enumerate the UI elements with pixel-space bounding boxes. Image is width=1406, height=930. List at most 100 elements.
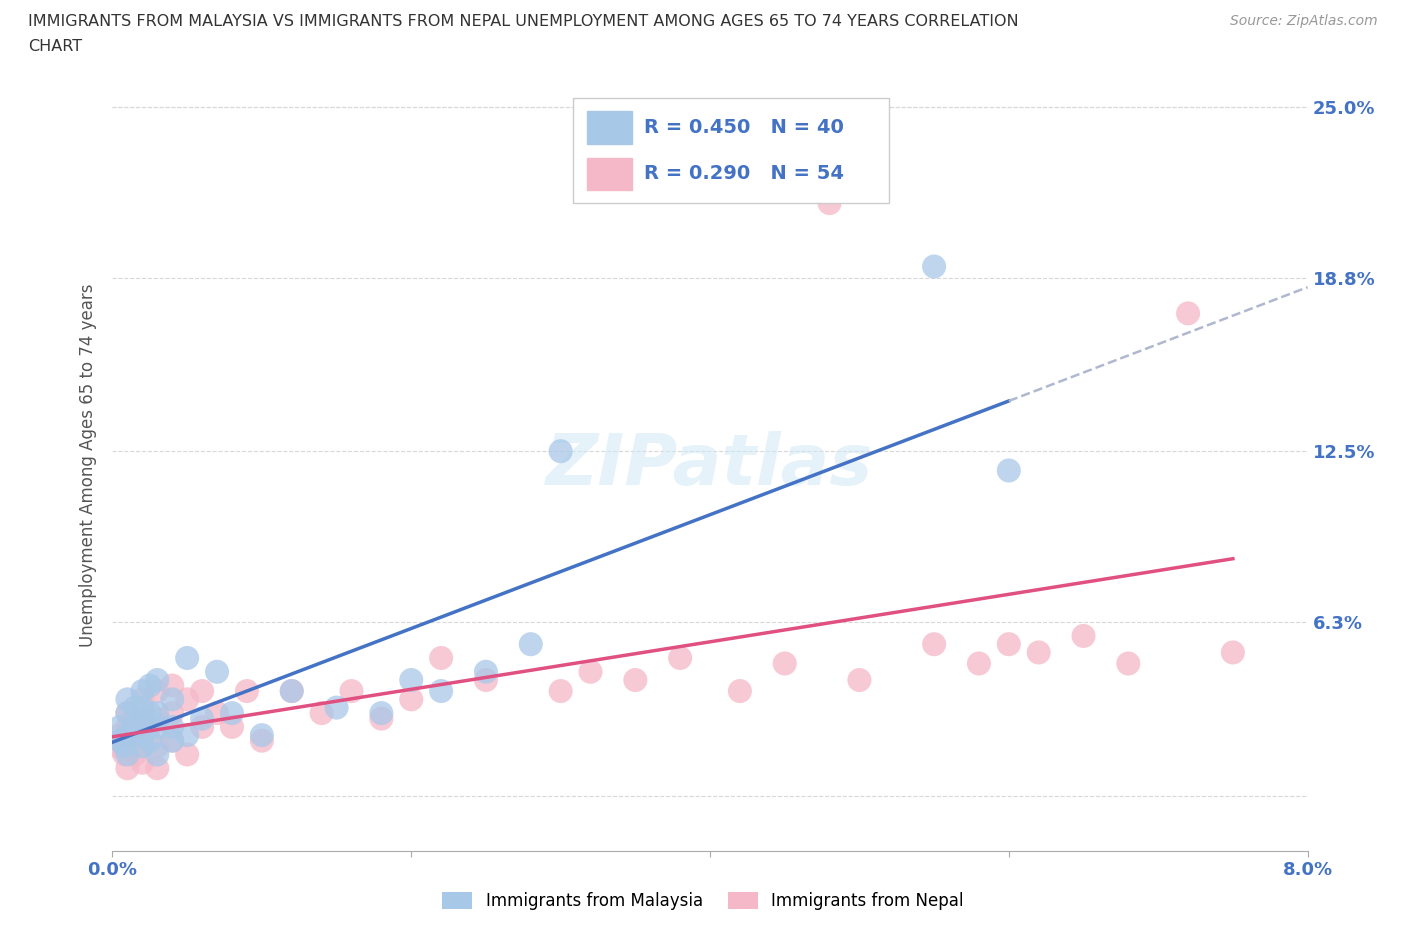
Point <box>139 733 162 748</box>
Text: CHART: CHART <box>28 39 82 54</box>
Point <box>131 692 153 707</box>
Point <box>250 727 273 742</box>
Point <box>117 706 139 721</box>
Point <box>162 706 183 721</box>
Point <box>550 444 572 458</box>
Point <box>176 692 198 707</box>
Point <box>773 656 796 671</box>
Point <box>162 733 183 748</box>
Point <box>1028 645 1050 660</box>
Legend: Immigrants from Malaysia, Immigrants from Nepal: Immigrants from Malaysia, Immigrants fro… <box>436 885 970 917</box>
Point <box>139 706 162 721</box>
Text: R = 0.450   N = 40: R = 0.450 N = 40 <box>644 118 844 138</box>
Point <box>146 672 169 687</box>
Point <box>579 664 602 679</box>
Point <box>117 706 139 721</box>
Point <box>131 711 153 726</box>
Point <box>550 684 572 698</box>
Point <box>124 711 146 726</box>
Point <box>131 738 153 753</box>
Point <box>131 738 153 753</box>
Point <box>475 664 498 679</box>
Point <box>108 727 131 742</box>
Point <box>162 720 183 735</box>
Point <box>1073 629 1095 644</box>
Point <box>430 651 453 666</box>
Point <box>998 463 1021 478</box>
Point <box>146 684 169 698</box>
Point <box>1177 306 1199 321</box>
Point <box>191 720 214 735</box>
Point <box>728 684 751 698</box>
Point <box>205 706 228 721</box>
Point <box>430 684 453 698</box>
Point <box>221 706 243 721</box>
Point <box>108 733 131 748</box>
Point <box>401 672 423 687</box>
Point <box>131 755 153 770</box>
Point <box>998 637 1021 652</box>
Point <box>176 651 198 666</box>
Text: Source: ZipAtlas.com: Source: ZipAtlas.com <box>1230 14 1378 28</box>
Point <box>340 684 363 698</box>
Point <box>131 727 153 742</box>
Point <box>139 678 162 693</box>
Point <box>131 727 153 742</box>
FancyBboxPatch shape <box>572 99 890 203</box>
Point <box>124 700 146 715</box>
Point <box>370 711 392 726</box>
Point <box>117 738 139 753</box>
Point <box>401 692 423 707</box>
Point <box>1222 645 1244 660</box>
Point <box>162 678 183 693</box>
Point <box>146 706 169 721</box>
Point <box>236 684 259 698</box>
Point <box>1118 656 1140 671</box>
Point <box>922 259 945 274</box>
Point <box>176 747 198 762</box>
Point <box>117 727 139 742</box>
Point <box>146 738 169 753</box>
Point <box>146 711 169 726</box>
FancyBboxPatch shape <box>586 158 633 191</box>
Point <box>281 684 304 698</box>
Point <box>114 747 135 762</box>
Point <box>311 706 333 721</box>
Point <box>370 706 392 721</box>
Point <box>105 738 128 753</box>
Point <box>669 651 692 666</box>
Point <box>117 747 139 762</box>
Point <box>117 720 139 735</box>
Point <box>191 711 214 726</box>
Point <box>146 747 169 762</box>
Text: IMMIGRANTS FROM MALAYSIA VS IMMIGRANTS FROM NEPAL UNEMPLOYMENT AMONG AGES 65 TO : IMMIGRANTS FROM MALAYSIA VS IMMIGRANTS F… <box>28 14 1019 29</box>
Point <box>205 664 228 679</box>
Point <box>131 711 153 726</box>
Point <box>221 720 243 735</box>
Point <box>922 637 945 652</box>
Point <box>818 195 841 210</box>
Y-axis label: Unemployment Among Ages 65 to 74 years: Unemployment Among Ages 65 to 74 years <box>79 284 97 646</box>
Point <box>624 672 647 687</box>
Point <box>191 684 214 698</box>
Point <box>139 720 162 735</box>
Point <box>176 727 198 742</box>
Point <box>108 720 131 735</box>
Point <box>117 761 139 776</box>
Point <box>131 700 153 715</box>
Point <box>520 637 543 652</box>
Point <box>146 720 169 735</box>
Point <box>325 700 347 715</box>
Point <box>162 733 183 748</box>
Text: ZIPatlas: ZIPatlas <box>547 431 873 499</box>
Point <box>848 672 870 687</box>
Point <box>124 720 146 735</box>
Point <box>146 761 169 776</box>
FancyBboxPatch shape <box>586 112 633 144</box>
Point <box>120 733 142 748</box>
Point <box>475 672 498 687</box>
Point <box>117 692 139 707</box>
Point <box>967 656 990 671</box>
Point <box>250 733 273 748</box>
Point <box>131 684 153 698</box>
